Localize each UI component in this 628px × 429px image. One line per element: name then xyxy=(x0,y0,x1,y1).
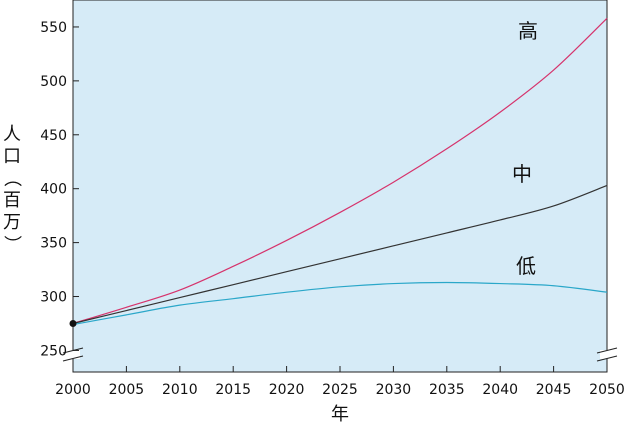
y-axis-title-char: ） xyxy=(1,235,22,253)
series-label-medium: 中 xyxy=(512,162,532,186)
y-tick-label: 350 xyxy=(40,236,67,252)
y-tick-label: 400 xyxy=(40,182,67,198)
x-tick-label: 2050 xyxy=(589,382,625,398)
plot-area xyxy=(72,0,608,373)
start-point-marker xyxy=(69,319,77,327)
y-axis-title-char: 口 xyxy=(3,146,21,167)
series-labels: 高中低 xyxy=(512,19,538,278)
x-tick-label: 2035 xyxy=(429,382,465,398)
x-tick-label: 2030 xyxy=(376,382,412,398)
y-tick-label: 300 xyxy=(40,290,67,306)
y-tick-label: 450 xyxy=(40,128,67,144)
y-axis-title-char: （ xyxy=(1,169,22,187)
series-line-medium xyxy=(72,184,608,325)
x-tick-label: 2020 xyxy=(269,382,305,398)
x-tick-label: 2010 xyxy=(162,382,198,398)
series-line-high xyxy=(72,17,608,325)
x-tick-label: 2005 xyxy=(109,382,145,398)
series-line-low xyxy=(72,281,608,326)
y-axis-title-char: 人 xyxy=(3,124,21,145)
x-axis-title: 年 xyxy=(331,404,349,425)
x-axis-ticks: 2000 2005 2010 2015 2020 2025 2030 2035 2040 2045… xyxy=(55,366,625,398)
y-axis-ticks: 250 300 350 400 450 500 550 xyxy=(40,20,79,359)
y-tick-label: 500 xyxy=(40,74,67,90)
series-lines xyxy=(72,17,608,326)
y-tick-label: 550 xyxy=(40,20,67,36)
x-tick-label: 2000 xyxy=(55,382,91,398)
y-axis-title: 人口 （ 百万 ） xyxy=(1,124,22,253)
x-tick-label: 2015 xyxy=(215,382,251,398)
series-label-high: 高 xyxy=(518,19,538,43)
y-axis-title-char: 百 xyxy=(3,190,21,211)
y-tick-label: 250 xyxy=(40,343,67,359)
x-tick-label: 2025 xyxy=(322,382,358,398)
series-label-low: 低 xyxy=(516,254,536,278)
x-tick-label: 2040 xyxy=(482,382,518,398)
y-axis-title-char: 万 xyxy=(3,212,21,233)
axis-break-right xyxy=(596,347,618,362)
x-tick-label: 2045 xyxy=(536,382,572,398)
